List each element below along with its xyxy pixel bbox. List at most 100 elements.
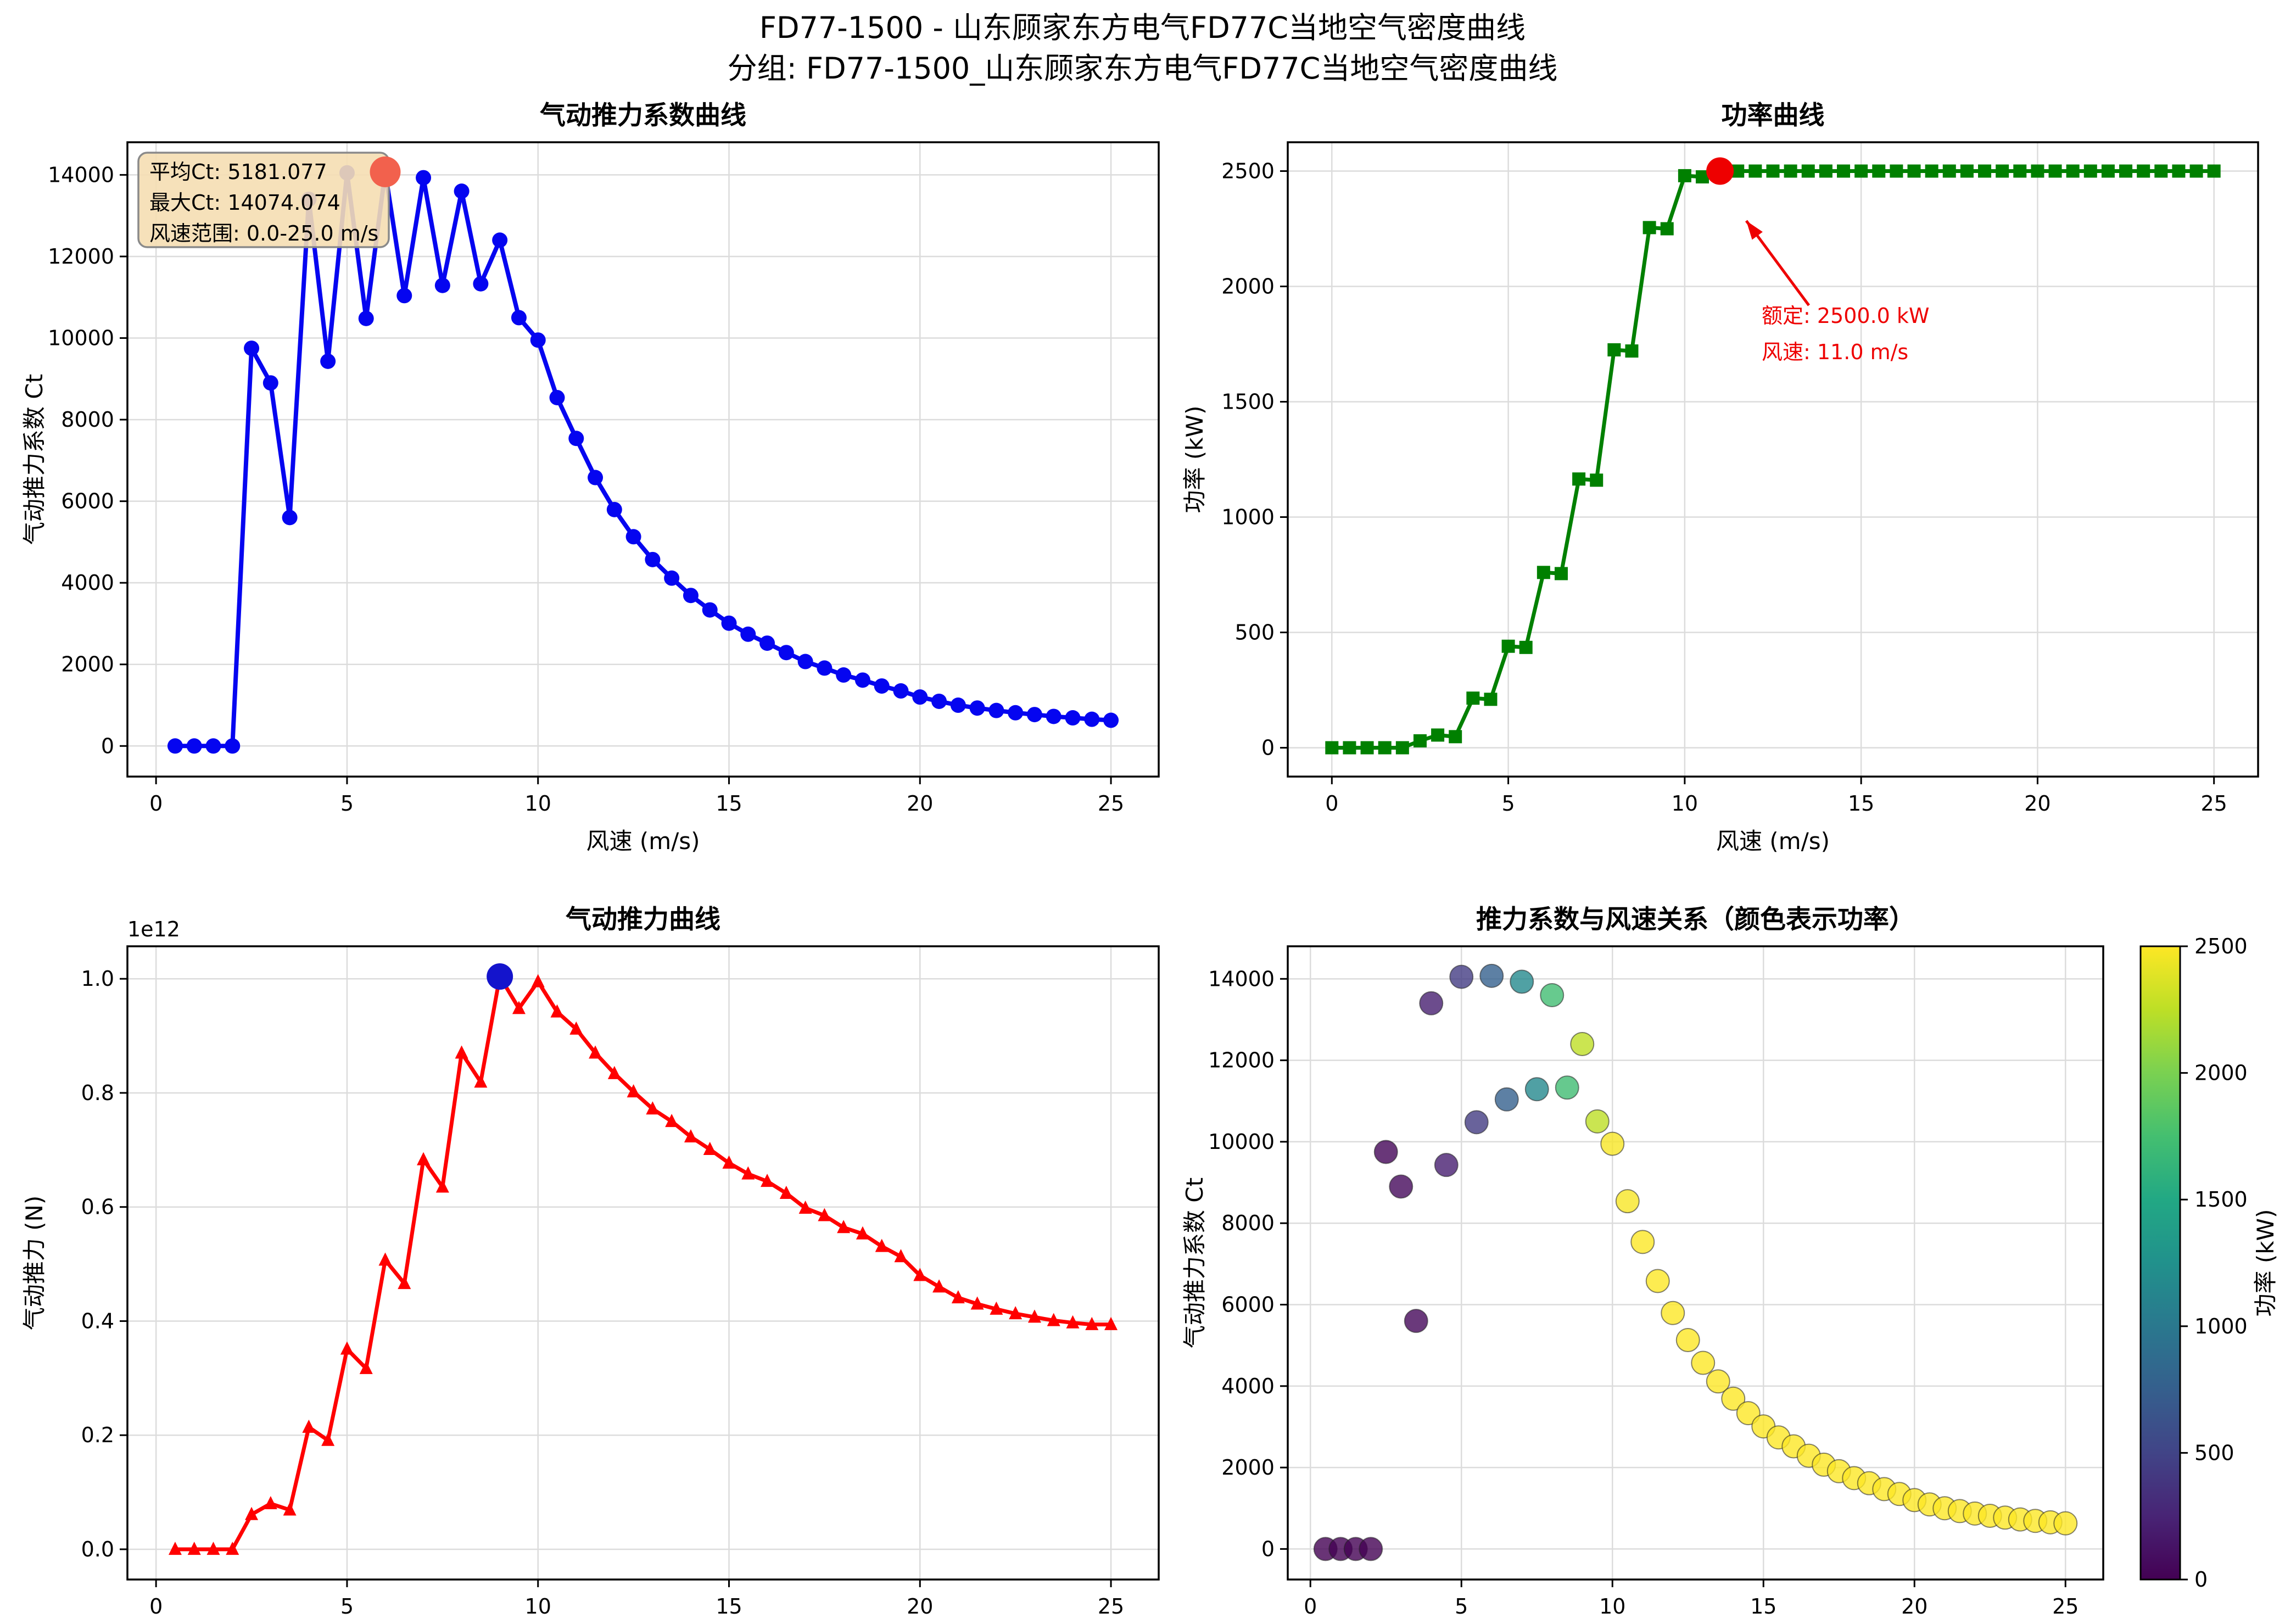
- figure-suptitle: FD77-1500 - 山东顾家东方电气FD77C当地空气密度曲线 分组: FD…: [0, 8, 2285, 89]
- highlight-point: [1706, 157, 1734, 185]
- chart-title: 功率曲线: [1722, 101, 1825, 131]
- y-tick-label: 2500: [1221, 159, 1275, 183]
- x-tick-label: 20: [2024, 791, 2051, 816]
- colorbar-tick-label: 2500: [2194, 934, 2248, 958]
- chart-title: 推力系数与风速关系（颜色表示功率）: [1476, 905, 1915, 935]
- axes-frame: [126, 945, 1160, 1581]
- y-tick-label: 1.0: [81, 967, 114, 991]
- chart-power-curve: 0 5 10 15 20 25 0 500 1000 1500 2000 2500 额定: 2500.0…: [1181, 101, 2259, 855]
- x-tick-label: 10: [1599, 1594, 1625, 1619]
- x-tick-label: 20: [907, 1594, 933, 1619]
- x-tick-label: 0: [149, 791, 163, 816]
- grid: [120, 946, 1159, 1587]
- y-tick-label: 4000: [1221, 1374, 1275, 1398]
- chart-ct-curve: 0 5 10 15 20 25 0 2000 4000 6000 8000 10000 12000 140…: [21, 101, 1160, 855]
- highlight-point: [370, 156, 401, 187]
- y-tick-label: 8000: [61, 408, 114, 432]
- y-tick-label: 1000: [1221, 505, 1275, 529]
- stats-annotation-line: 最大Ct: 14074.074: [149, 191, 340, 215]
- y-tick-label: 2000: [1221, 275, 1275, 299]
- colorbar-tick-label: 0: [2194, 1567, 2208, 1592]
- x-tick-label: 20: [907, 791, 933, 816]
- colorbar-gradient: [2139, 945, 2181, 1581]
- x-tick-label: 5: [340, 791, 354, 816]
- y-tick-label: 0.4: [81, 1309, 114, 1333]
- y-tick-label: 500: [1234, 621, 1275, 645]
- axes-frame: [1287, 141, 2259, 778]
- y-tick-label: 0: [1261, 736, 1275, 760]
- y-tick-label: 2000: [1221, 1455, 1275, 1480]
- chart-ct-wind-scatter: 0 5 10 15 20 25 0 2000 4000 6000 8000 10000 12000 140…: [1181, 905, 2104, 1619]
- x-tick-label: 0: [1304, 1594, 1317, 1619]
- y-tick-label: 14000: [48, 163, 114, 187]
- x-tick-label: 0: [149, 1594, 163, 1619]
- x-tick-label: 5: [1501, 791, 1515, 816]
- y-tick-label: 1500: [1221, 390, 1275, 414]
- annotation-arrowhead: [1746, 221, 1763, 240]
- series-markers: [1325, 164, 2221, 755]
- x-tick-label: 10: [1672, 791, 1698, 816]
- y-tick-label: 12000: [48, 244, 114, 269]
- x-tick-label: 10: [525, 791, 551, 816]
- y-tick-label: 2000: [61, 652, 114, 677]
- y-tick-label: 10000: [48, 326, 114, 350]
- y-tick-label: 0.8: [81, 1081, 114, 1105]
- x-tick-label: 25: [1098, 791, 1124, 816]
- x-tick-label: 15: [1848, 791, 1874, 816]
- y-tick-label: 0.2: [81, 1423, 114, 1447]
- x-tick-label: 5: [1455, 1594, 1468, 1619]
- colorbar-tick-label: 500: [2194, 1441, 2234, 1465]
- colorbar-tick-label: 2000: [2194, 1061, 2248, 1085]
- x-axis-label: 风速 (m/s): [1716, 828, 1830, 855]
- y-tick-label: 0: [101, 734, 114, 758]
- x-tick-label: 0: [1325, 791, 1338, 816]
- y-axis-label: 功率 (kW): [1181, 406, 1208, 514]
- y-axis-label: 气动推力系数 Ct: [21, 374, 48, 545]
- x-tick-label: 25: [2201, 791, 2227, 816]
- colorbar-tick-label: 1000: [2194, 1314, 2248, 1338]
- grid: [1280, 946, 2103, 1587]
- series-markers: [167, 164, 1119, 754]
- series-markers: [168, 969, 1118, 1555]
- colorbar: 0 500 1000 1500 2000 2500 功率 (kW): [2139, 934, 2279, 1592]
- highlight-point: [487, 963, 513, 990]
- suptitle-line-2: 分组: FD77-1500_山东顾家东方电气FD77C当地空气密度曲线: [727, 51, 1558, 86]
- y-tick-label: 0.0: [81, 1537, 114, 1561]
- grid: [1280, 142, 2258, 784]
- series-line: [175, 169, 1111, 749]
- colorbar-tick-label: 1500: [2194, 1187, 2248, 1212]
- y-tick-label: 8000: [1221, 1211, 1275, 1235]
- x-tick-label: 20: [1901, 1594, 1928, 1619]
- axes-frame: [1287, 945, 2104, 1581]
- x-tick-label: 10: [525, 1594, 551, 1619]
- y-axis-label: 气动推力系数 Ct: [1181, 1177, 1208, 1348]
- y-tick-label: 0: [1261, 1537, 1275, 1561]
- y-tick-label: 14000: [1208, 967, 1275, 991]
- x-tick-label: 5: [340, 1594, 354, 1619]
- y-tick-label: 0.6: [81, 1195, 114, 1219]
- y-tick-label: 6000: [1221, 1293, 1275, 1317]
- suptitle-line-1: FD77-1500 - 山东顾家东方电气FD77C当地空气密度曲线: [759, 10, 1526, 45]
- y-tick-label: 10000: [1208, 1130, 1275, 1154]
- stats-annotation-line: 平均Ct: 5181.077: [149, 160, 327, 184]
- colorbar-label: 功率 (kW): [2252, 1209, 2279, 1317]
- y-tick-label: 12000: [1208, 1048, 1275, 1073]
- x-tick-label: 25: [2052, 1594, 2079, 1619]
- x-axis-label: 风速 (m/s): [586, 828, 700, 855]
- stats-annotation-box: [137, 152, 390, 248]
- rated-annotation-line: 额定: 2500.0 kW: [1762, 304, 1930, 328]
- axis-offset-text: 1e12: [127, 917, 180, 941]
- scatter-points: [1313, 963, 2078, 1561]
- chart-title: 气动推力系数曲线: [540, 101, 746, 131]
- x-tick-label: 15: [716, 791, 742, 816]
- y-tick-label: 4000: [61, 571, 114, 595]
- y-axis-label: 气动推力 (N): [21, 1196, 48, 1331]
- x-tick-label: 15: [716, 1594, 742, 1619]
- chart-title: 气动推力曲线: [566, 905, 720, 935]
- rated-annotation-line: 风速: 11.0 m/s: [1762, 340, 1908, 364]
- axes-frame: [126, 141, 1160, 778]
- x-tick-label: 25: [1098, 1594, 1124, 1619]
